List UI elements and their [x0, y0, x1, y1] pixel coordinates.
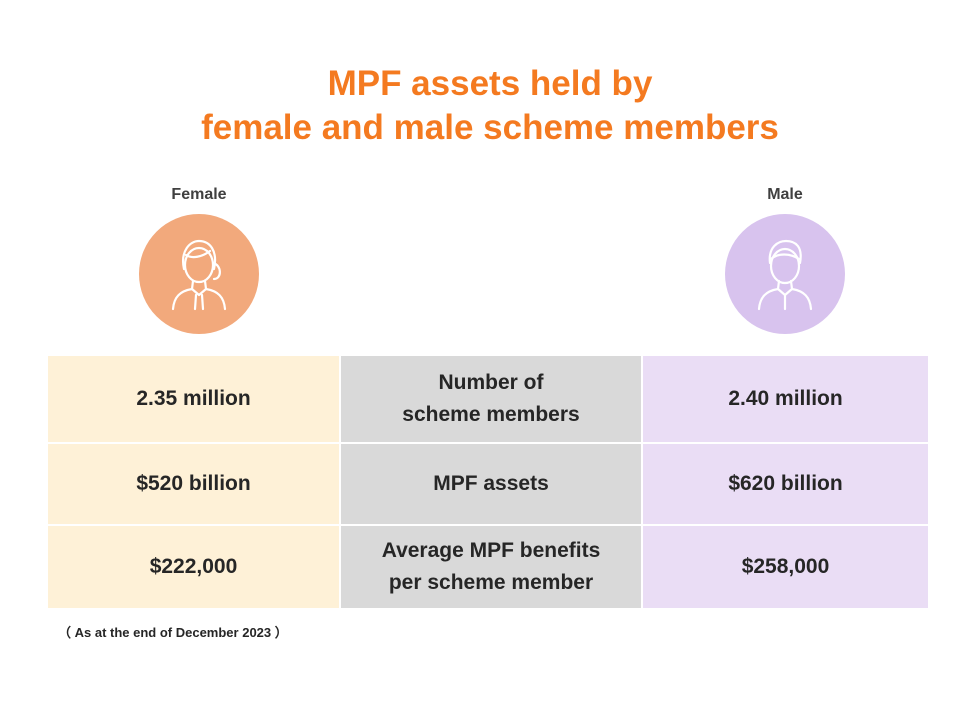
male-assets-value: $620 billion	[641, 444, 928, 524]
male-avatar	[725, 214, 845, 334]
date-note: （ As at the end of December 2023 ）	[58, 625, 288, 640]
title-line-1: MPF assets held by	[327, 64, 653, 103]
members-label-line-2: scheme members	[402, 403, 580, 426]
members-label-line-1: Number of	[438, 371, 544, 394]
average-row-label: Average MPF benefits per scheme member	[341, 526, 641, 608]
title-line-2: female and male scheme members	[201, 108, 779, 147]
female-avatar-icon	[171, 239, 227, 311]
male-column-header: Male	[720, 186, 850, 334]
female-assets-value: $520 billion	[48, 444, 341, 524]
assets-row-label: MPF assets	[341, 444, 641, 524]
female-column-header: Female	[134, 186, 264, 334]
male-average-value: $258,000	[641, 526, 928, 608]
page-title: MPF assets held by female and male schem…	[0, 62, 980, 150]
comparison-table: 2.35 million Number of scheme members 2.…	[48, 356, 928, 608]
female-average-value: $222,000	[48, 526, 341, 608]
female-label: Female	[171, 186, 227, 203]
male-label: Male	[767, 186, 803, 203]
male-avatar-icon	[757, 239, 813, 311]
average-label-line-1: Average MPF benefits	[381, 539, 601, 562]
male-members-value: 2.40 million	[641, 356, 928, 442]
assets-label-line-1: MPF assets	[433, 472, 549, 495]
average-label-line-2: per scheme member	[388, 571, 594, 594]
female-members-value: 2.35 million	[48, 356, 341, 442]
members-row-label: Number of scheme members	[341, 356, 641, 442]
female-avatar	[139, 214, 259, 334]
